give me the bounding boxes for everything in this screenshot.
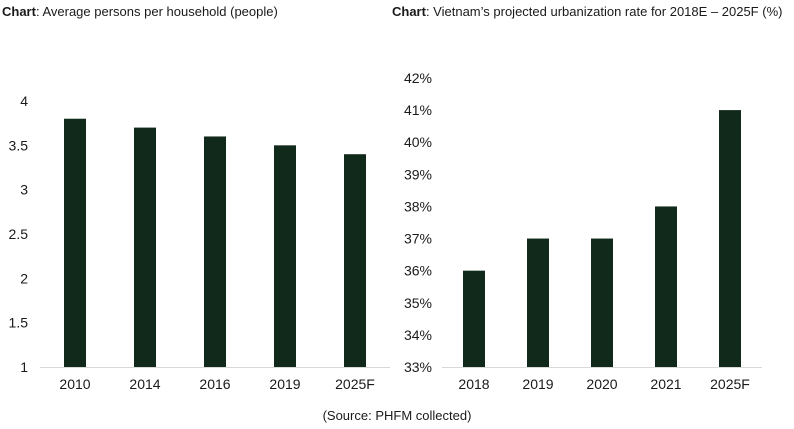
- y-tick-label: 1: [20, 359, 28, 375]
- bar-2010: [64, 118, 86, 367]
- y-tick-label: 40%: [404, 134, 432, 150]
- bar-2019: [274, 145, 296, 367]
- y-tick-label: 38%: [404, 198, 432, 214]
- bar-2016: [204, 136, 226, 367]
- y-tick-label: 33%: [404, 359, 432, 375]
- y-tick-label: 36%: [404, 263, 432, 279]
- bar-2019: [527, 238, 549, 367]
- x-tick-label: 2019: [522, 376, 553, 392]
- chart-title-household: Chart: Average persons per household (pe…: [2, 4, 278, 19]
- bar-2018: [463, 270, 485, 367]
- y-tick-label: 4: [20, 93, 28, 109]
- y-tick-label: 1.5: [9, 315, 29, 331]
- x-tick-label: 2021: [650, 376, 681, 392]
- y-tick-label: 41%: [404, 102, 432, 118]
- bar-2021: [655, 206, 677, 367]
- x-tick-label: 2010: [59, 376, 90, 392]
- y-tick-label: 39%: [404, 166, 432, 182]
- chart-title-prefix: Chart: [2, 4, 36, 19]
- y-tick-label: 2.5: [9, 226, 29, 242]
- x-tick-label: 2020: [586, 376, 617, 392]
- y-tick-label: 37%: [404, 231, 432, 247]
- x-tick-label: 2016: [199, 376, 230, 392]
- y-tick-label: 3.5: [9, 137, 29, 153]
- chart-title-text: : Average persons per household (people): [35, 4, 278, 19]
- y-tick-label: 35%: [404, 295, 432, 311]
- urbanization-bar-chart: 33% 34% 35% 36% 37% 38% 39% 40% 41% 42% 2018 2019 20…: [404, 70, 762, 392]
- bar-2014: [134, 127, 156, 367]
- y-tick-label: 42%: [404, 70, 432, 86]
- x-tick-label: 2025F: [335, 376, 375, 392]
- chart-title-text: : Vietnam’s projected urbanization rate …: [425, 4, 783, 19]
- source-note: (Source: PHFM collected): [322, 408, 472, 423]
- bar-2025F: [344, 154, 366, 367]
- bar-2020: [591, 238, 613, 367]
- x-tick-label: 2019: [269, 376, 300, 392]
- household-bar-chart: 1 1.5 2 2.5 3 3.5 4 2010 2014 2016 2019 2025F: [9, 93, 390, 392]
- y-tick-label: 34%: [404, 327, 432, 343]
- x-tick-label: 2014: [129, 376, 160, 392]
- chart-title-urbanization: Chart: Vietnam’s projected urbanization …: [392, 4, 782, 19]
- chart-title-prefix: Chart: [392, 4, 426, 19]
- x-tick-label: 2025F: [710, 376, 750, 392]
- y-tick-label: 2: [20, 270, 28, 286]
- bar-2025F: [719, 110, 741, 367]
- x-tick-label: 2018: [458, 376, 489, 392]
- y-tick-label: 3: [20, 182, 28, 198]
